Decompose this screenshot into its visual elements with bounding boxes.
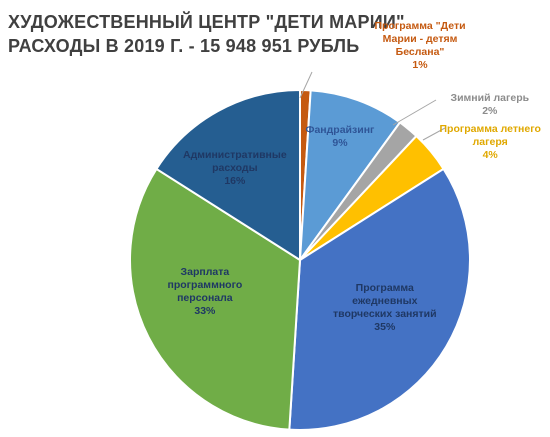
slice-label-text: Зарплата xyxy=(180,266,230,278)
slice-percent: 35% xyxy=(374,321,396,333)
pie-slice xyxy=(288,167,472,432)
slice-label: Фандрайзинг 9% xyxy=(306,124,375,150)
slice-label-text: Программа xyxy=(355,282,414,294)
slice-label: Зарплата программного персонала 33% xyxy=(168,266,243,318)
slice-percent: 4% xyxy=(482,149,498,161)
slice-label-text: персонала xyxy=(177,292,233,304)
slice-percent: 9% xyxy=(332,137,348,149)
slice-percent: 16% xyxy=(224,175,246,187)
slice-label-text: Беслана" xyxy=(395,46,445,58)
slice-percent: 1% xyxy=(412,59,428,71)
slice-label-text: Программа "Дети xyxy=(374,20,466,32)
slice-label: Зимний лагерь 2% xyxy=(451,92,530,118)
slice-label: Программа ежедневных творческих занятий 35% xyxy=(333,282,437,334)
chart-title-line-2: РАСХОДЫ В 2019 Г. - 15 948 951 РУБЛЬ xyxy=(8,36,360,56)
pie-slice xyxy=(155,88,301,262)
leader-line xyxy=(422,127,446,141)
leader-line xyxy=(392,99,437,126)
slice-label-text: расходы xyxy=(212,162,258,174)
chart-title-line-1: ХУДОЖЕСТВЕННЫЙ ЦЕНТР "ДЕТИ МАРИИ" xyxy=(8,12,405,32)
slice-label-text: Марии - детям xyxy=(382,33,458,45)
chart-title: ХУДОЖЕСТВЕННЫЙ ЦЕНТР "ДЕТИ МАРИИ" РАСХОД… xyxy=(8,10,405,58)
slice-label: Программа "Дети Марии - детям Беслана" 1% xyxy=(375,20,466,72)
slice-percent: 2% xyxy=(482,105,498,117)
slice-percent: 33% xyxy=(194,305,216,317)
slice-label-text: Административные xyxy=(183,149,287,161)
leader-line xyxy=(299,71,313,99)
slice-label: Административные расходы 16% xyxy=(183,149,287,188)
slice-label-text: программного xyxy=(167,279,243,291)
slice-label-text: лагеря xyxy=(472,136,508,148)
slice-label-text: ежедневных xyxy=(352,295,418,307)
slice-label-text: творческих занятий xyxy=(333,308,437,320)
slice-label-text: Программа летнего xyxy=(439,123,541,135)
slice-label-text: Зимний лагерь xyxy=(450,92,530,104)
slice-label: Программа летнего лагеря 4% xyxy=(440,123,541,162)
slice-label-text: Фандрайзинг xyxy=(305,124,375,136)
